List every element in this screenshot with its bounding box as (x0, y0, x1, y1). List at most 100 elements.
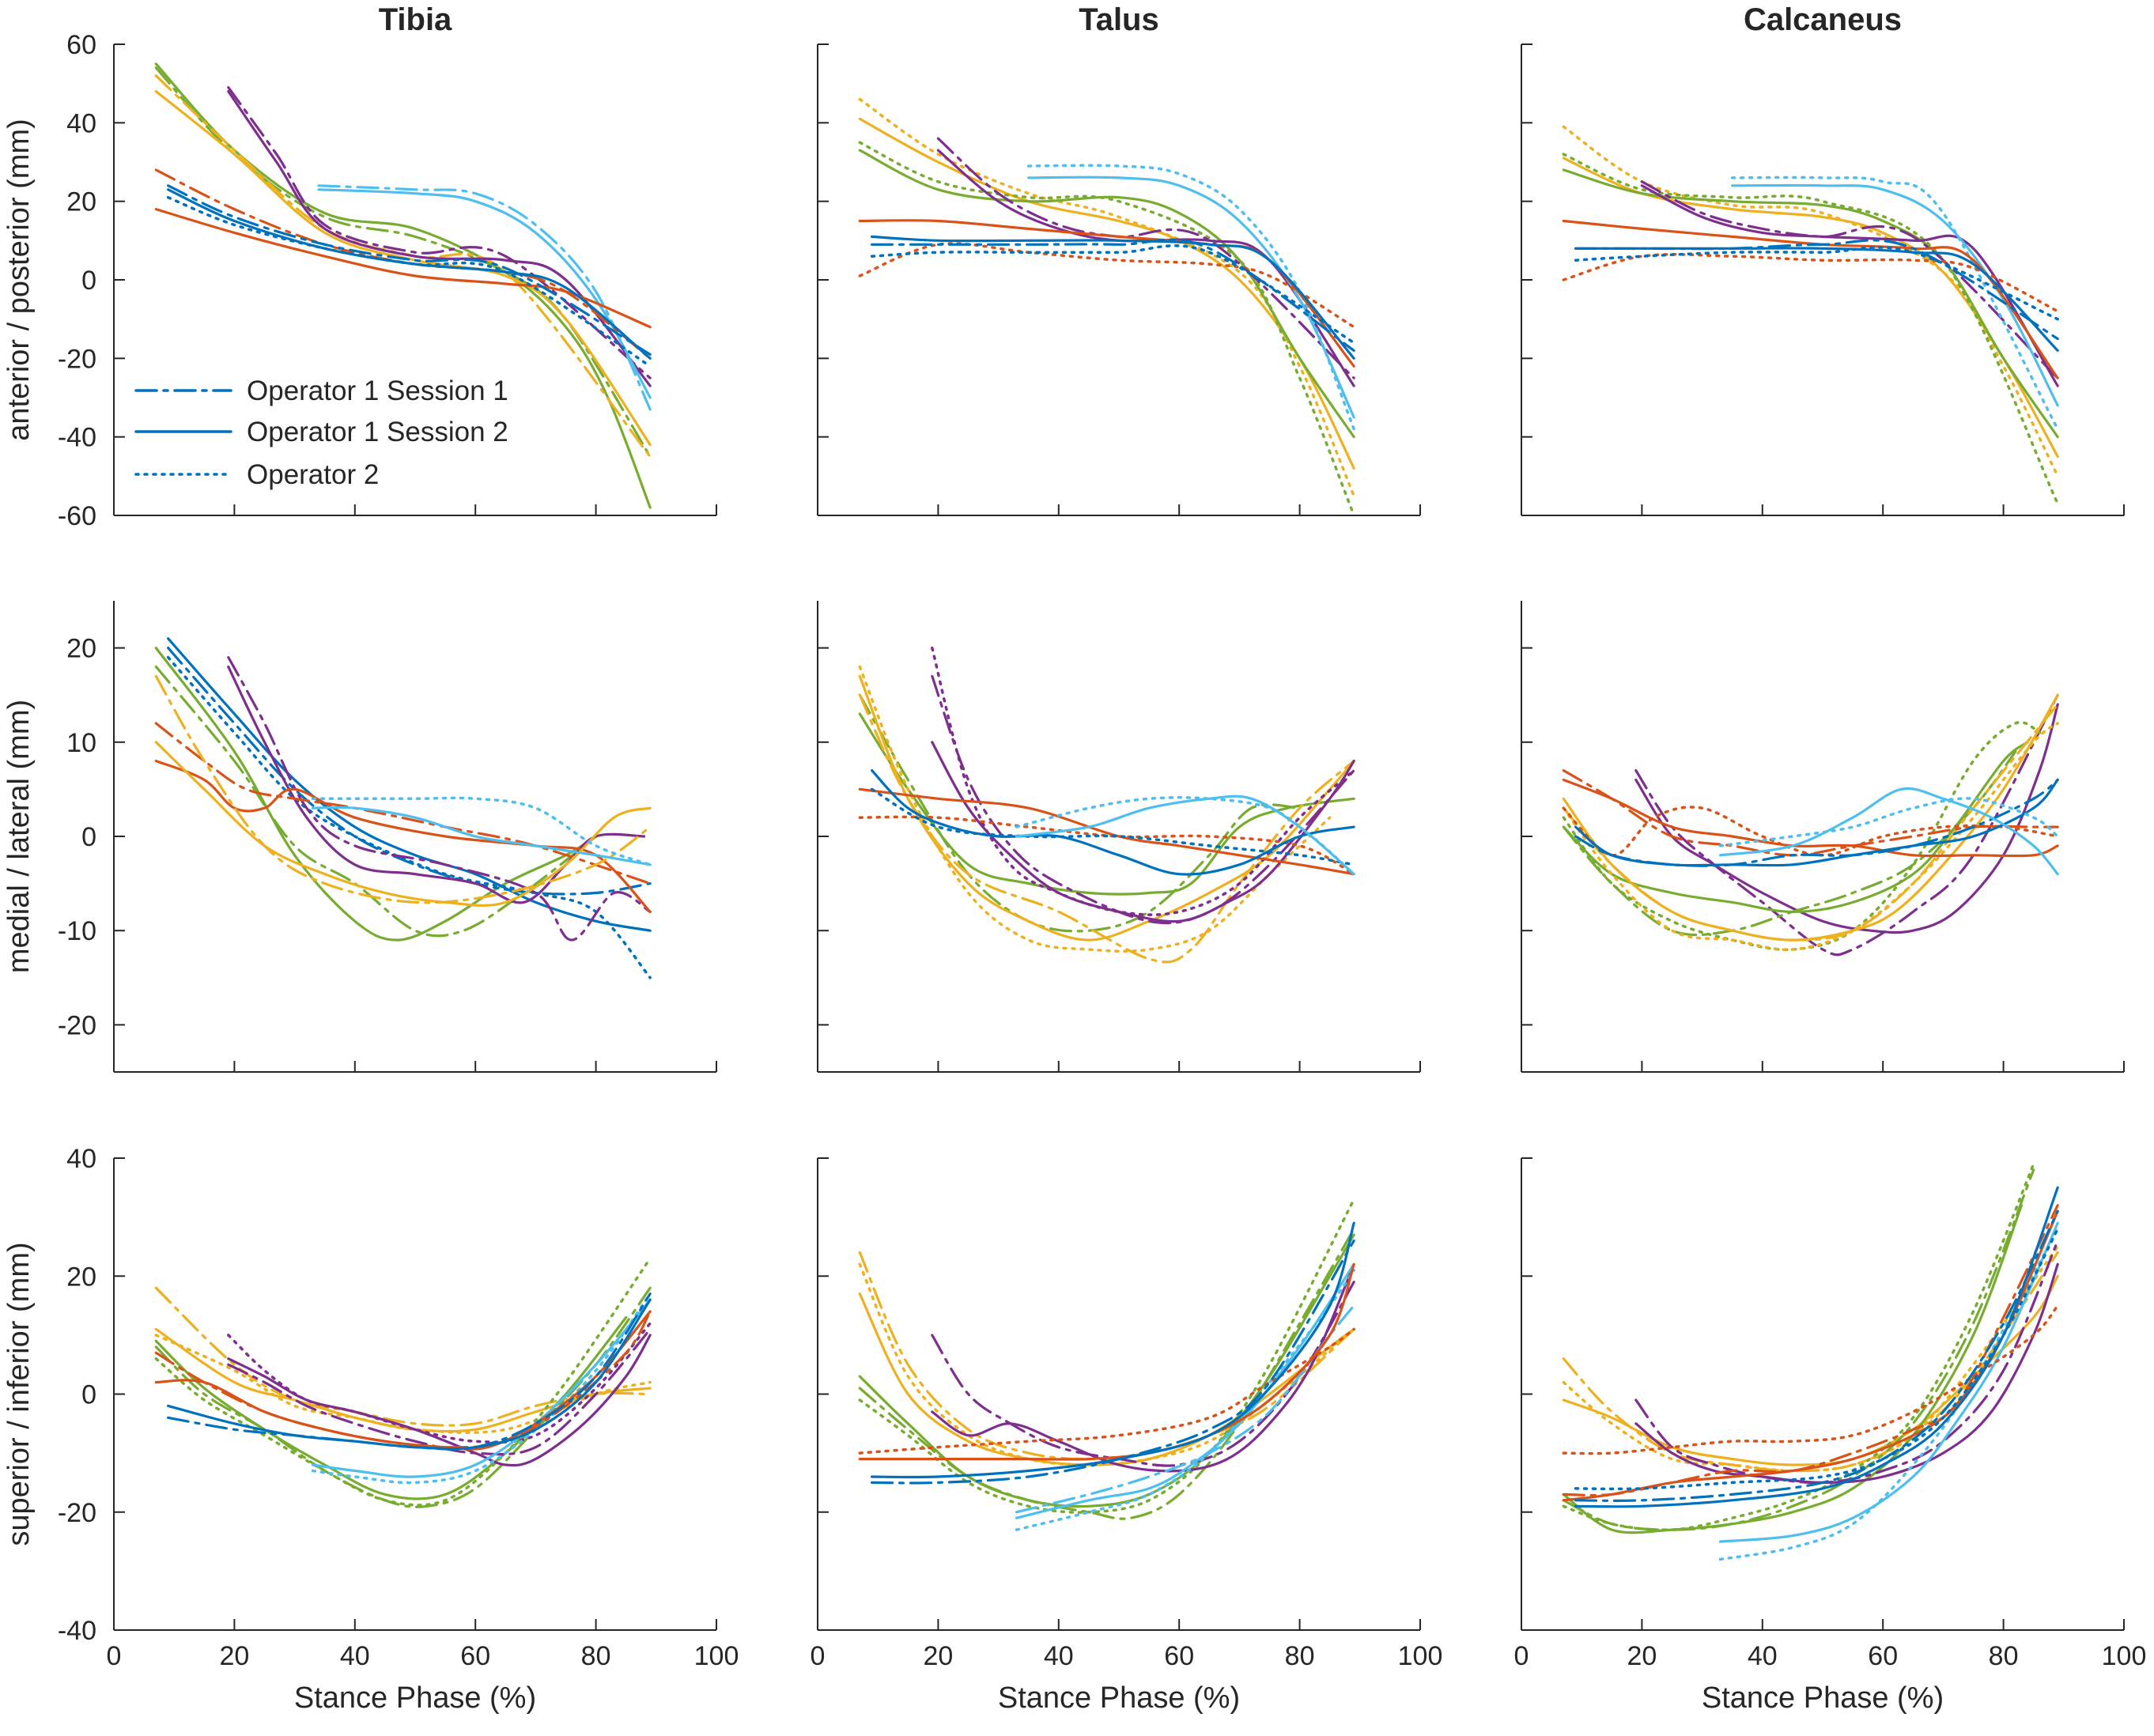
series-line-orange-solid (154, 760, 652, 913)
series-line-cyan-dotted (1718, 797, 2059, 847)
series-line-blue-dotted (1574, 1227, 2059, 1491)
series-line-purple-dashdot (1640, 180, 2059, 379)
legend: Operator 1 Session 1 Operator 1 Session 2… (134, 376, 508, 490)
panel-talus-row-1 (817, 601, 1421, 1073)
series-line-green-dashdot (858, 693, 1302, 933)
series-line-cyan-solid (1718, 787, 2059, 876)
y-tick-label: -20 (58, 344, 96, 374)
x-tick-label: 20 (1627, 1641, 1657, 1671)
y-tick-label: -10 (58, 916, 96, 946)
series-line-green-dashdot (1562, 750, 2017, 937)
series-line-blue-solid (871, 1221, 1355, 1479)
series-line-blue-dashdot (167, 647, 652, 896)
series-line-purple-dashdot (227, 86, 652, 379)
series-line-cyan-dashdot (1015, 1304, 1355, 1514)
x-tick-label: 60 (1868, 1641, 1898, 1671)
series-line-blue-dashdot (871, 1239, 1355, 1485)
column-titles: Tibia Talus Calcaneus (379, 2, 1902, 37)
series-line-yellow-solid (858, 674, 1355, 942)
series-line-orange-dotted (858, 242, 1355, 329)
series-line-yellow-dotted (858, 665, 1332, 953)
series-line-cyan-dashdot (317, 184, 652, 411)
series-line-purple-dashdot (1634, 693, 2059, 957)
y-tick-label: 0 (81, 822, 96, 852)
x-tick-label: 40 (1748, 1641, 1778, 1671)
series-line-blue-dashdot (1574, 239, 2059, 341)
series-line-blue-solid (871, 235, 1355, 360)
series-line-yellow-solid (154, 741, 652, 907)
series-line-orange-solid (858, 787, 1355, 876)
panel-tibia-row-2: 40 20 0 -20 -40 0 20 40 60 80 100 Stance Phase (%) s… (2, 1144, 739, 1715)
series-line-green-dashdot (858, 1227, 1355, 1520)
panel-calcaneus-row-1 (1521, 601, 2125, 1073)
series-line-green-dashdot (154, 665, 598, 938)
x-tick-label: 40 (340, 1641, 370, 1671)
y-tick-label: 60 (66, 30, 96, 60)
series-line-orange-dotted (1562, 1304, 2059, 1455)
series-line-cyan-dotted (311, 1292, 652, 1485)
legend-label-dashdot: Operator 1 Session 1 (247, 376, 508, 406)
x-tick-label: 60 (1164, 1641, 1194, 1671)
series-line-cyan-solid (1718, 1221, 2059, 1543)
series-line-green-dotted (1562, 1162, 2035, 1532)
series-line-green-solid (1562, 741, 2029, 913)
series-line-yellow-dotted (858, 1262, 1355, 1466)
series-line-cyan-dotted (1718, 1227, 2059, 1561)
y-tick-label: 20 (66, 1262, 96, 1292)
series-line-cyan-dotted (1015, 1269, 1355, 1531)
series-line-yellow-dotted (1562, 125, 2059, 478)
y-tick-label: -40 (58, 1616, 96, 1646)
series-line-yellow-dotted (1562, 722, 2059, 951)
series-line-yellow-dashdot (858, 693, 1355, 964)
panel-calcaneus-row-0 (1521, 43, 2125, 516)
series-line-yellow-dashdot (154, 1286, 652, 1427)
x-axis-label: Stance Phase (%) (294, 1681, 536, 1715)
x-tick-label: 40 (1044, 1641, 1074, 1671)
series-line-purple-solid (931, 1262, 1355, 1473)
series-line-green-dashdot (1562, 1168, 2035, 1531)
column-title-tibia: Tibia (379, 2, 452, 37)
panel-talus-row-2: 0 20 40 60 80 100 Stance Phase (%) (811, 1157, 1442, 1715)
y-tick-label: 20 (66, 187, 96, 217)
x-tick-label: 60 (460, 1641, 490, 1671)
series-line-cyan-solid (317, 188, 652, 399)
series-line-blue-solid (871, 769, 1355, 876)
y-tick-label: 0 (81, 1380, 96, 1410)
series-line-green-solid (858, 149, 1355, 439)
series-line-blue-dashdot (167, 1293, 652, 1451)
panel-talus-row-0 (817, 43, 1421, 517)
y-tick-label: 40 (66, 1144, 96, 1174)
y-axis-label: anterior / posterior (mm) (2, 119, 36, 441)
legend-label-solid: Operator 1 Session 2 (247, 417, 508, 447)
series-line-orange-solid (1562, 778, 2059, 858)
series-line-green-solid (154, 647, 598, 942)
legend-label-dotted: Operator 2 (247, 459, 379, 490)
x-tick-label: 20 (923, 1641, 953, 1671)
series-line-purple-dashdot (227, 655, 652, 942)
y-tick-label: 10 (66, 728, 96, 758)
series-line-cyan-solid (311, 1298, 652, 1478)
y-tick-label: -20 (58, 1498, 96, 1528)
x-tick-label: 0 (107, 1641, 122, 1671)
series-line-blue-dotted (1574, 246, 2059, 321)
y-tick-label: 0 (81, 266, 96, 296)
series-line-yellow-dotted (858, 97, 1355, 497)
panel-calcaneus-row-2: 0 20 40 60 80 100 Stance Phase (%) (1514, 1157, 2146, 1715)
x-tick-label: 80 (581, 1641, 611, 1671)
series-line-yellow-dotted (1562, 1245, 2059, 1473)
series-line-green-solid (1562, 168, 2059, 439)
series-line-blue-dotted (870, 787, 1355, 866)
series-line-purple-dashdot (936, 137, 1355, 379)
series-line-green-solid (858, 712, 1355, 896)
series-line-purple-dashdot (931, 1281, 1355, 1467)
series-line-cyan-solid (1015, 1262, 1355, 1519)
series-line-green-dotted (154, 1257, 652, 1507)
series-line-orange-dotted (858, 1327, 1355, 1455)
x-axis-label: Stance Phase (%) (1702, 1681, 1944, 1715)
series-line-cyan-solid (311, 806, 652, 866)
x-tick-label: 80 (1285, 1641, 1315, 1671)
series-line-cyan-solid (1027, 175, 1355, 419)
series-line-blue-solid (167, 637, 652, 932)
x-tick-label: 0 (811, 1641, 826, 1671)
y-tick-label: 20 (66, 634, 96, 664)
